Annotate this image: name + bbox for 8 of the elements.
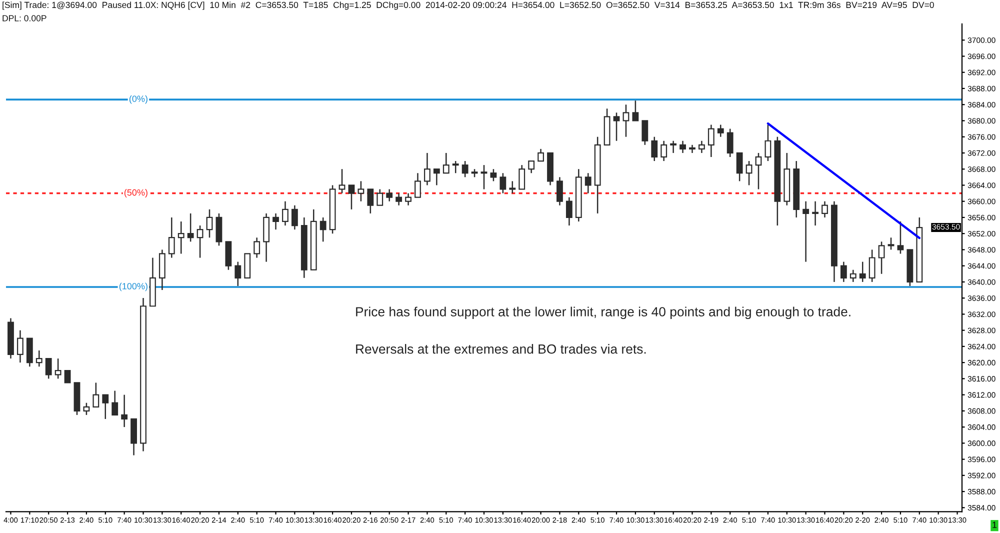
annotation: (0%) <box>129 95 148 104</box>
annotation: (100%) <box>119 282 148 292</box>
chart-subtitle: DPL: 0.00P <box>2 15 46 22</box>
chart-title: [Sim] Trade: 1@3694.00 Paused 11.0X: NQH6 [CV] 10 Min #2 C=3653.50 T=185 Chg=1.25 DChg=0.00 2014-02-20 09:00:24 H=3654.00 L=3652.50 O=3652.50 V=314 B=3653.25 A=3653.50 1x1 TR:9m 36s BV=219 AV=95 DV=0 <box>2 2 934 10</box>
annotation: (50%) <box>124 189 148 198</box>
annotation: Price has found support at the lower limit, range is 40 points and big enough to trade. <box>356 306 850 320</box>
annotation: Reversals at the extremes and BO trades via rets. <box>356 344 646 354</box>
text: 1 <box>992 522 997 528</box>
